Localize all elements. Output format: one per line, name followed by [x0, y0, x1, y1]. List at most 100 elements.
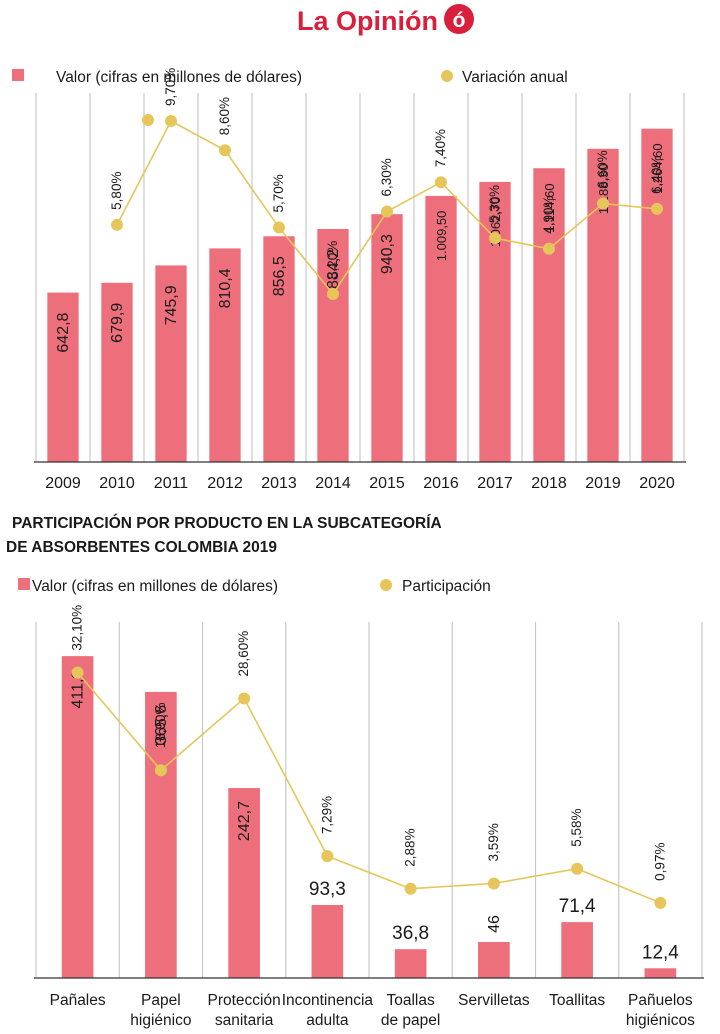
x-tick-label: Pañales — [50, 992, 106, 1009]
bar — [155, 265, 187, 462]
bar-value-label: 242,7 — [236, 801, 253, 841]
point-value-label: 0,97% — [652, 843, 667, 881]
bar — [209, 248, 241, 462]
bar-value-label: 884,2 — [325, 249, 342, 289]
point-value-label: 6,60% — [595, 150, 610, 188]
legend-bar-label: Valor (cifras en millones de dólares) — [32, 578, 278, 595]
bar — [228, 788, 260, 978]
data-point — [651, 202, 663, 215]
legend-line-swatch — [441, 70, 453, 82]
bar-value-label: 1.264,60 — [650, 143, 665, 194]
chart1-variation-points — [111, 114, 663, 301]
bar — [311, 904, 344, 978]
brand-logo: La Opinión ó — [297, 4, 474, 36]
point-value-label: 7,40% — [433, 129, 448, 167]
data-point — [435, 176, 447, 189]
bar — [371, 214, 403, 462]
point-value-label: 4,90% — [541, 196, 556, 234]
svg-text:ó: ó — [453, 9, 466, 32]
point-value-label: 8,60% — [217, 97, 232, 135]
brand-mark-icon: ó — [444, 4, 474, 34]
x-tick-label: 2017 — [477, 475, 513, 492]
point-value-label: 5,58% — [569, 808, 584, 846]
point-value-label: 28,60% — [236, 631, 251, 677]
data-point — [154, 764, 167, 777]
x-tick-label: higiénico — [130, 1012, 191, 1029]
x-tick-label: Papel — [141, 992, 181, 1009]
x-tick-label: 2020 — [639, 475, 675, 492]
x-tick-label: adulta — [306, 1012, 349, 1029]
bar — [479, 181, 511, 462]
x-tick-label: 2013 — [261, 475, 297, 492]
chart1-bar-labels: 642,8 679,9 745,9 810,4 856,5 884,2 940,3 1.009… — [55, 143, 665, 352]
data-point — [165, 114, 177, 127]
x-tick-label: 2009 — [45, 475, 81, 492]
bar — [533, 168, 565, 463]
chart2-x-tick-labels: Pañales Papel higiénico Protección sanitaria… — [50, 992, 695, 1029]
x-tick-label: 2010 — [99, 475, 135, 492]
chart2-gridlines — [35, 622, 703, 978]
bar — [425, 195, 457, 463]
bar — [263, 236, 295, 462]
legend-bar-swatch — [12, 69, 24, 81]
data-point — [71, 666, 84, 679]
bar-value-label: 365,6 — [153, 705, 170, 745]
chart-annual-value: Valor (cifras en millones de dólares) Va… — [12, 68, 686, 492]
bar — [478, 942, 510, 978]
bar-value-label: 642,8 — [55, 312, 72, 352]
x-tick-label: 2011 — [154, 475, 189, 492]
chart2-bars — [61, 656, 677, 978]
x-tick-label: Toallitas — [549, 992, 605, 1009]
x-tick-label: 2018 — [531, 475, 567, 492]
legend-line-swatch — [380, 579, 392, 591]
bar-value-label: 36,8 — [392, 923, 429, 944]
point-value-label: 32,10% — [70, 605, 85, 651]
x-tick-label: 2015 — [369, 475, 405, 492]
data-point — [142, 114, 154, 126]
point-value-label: 3,59% — [486, 823, 501, 861]
bar-value-label: 679,9 — [109, 303, 126, 343]
point-value-label: 5,30% — [487, 185, 502, 223]
chart1-bars — [47, 128, 673, 463]
bar — [61, 656, 94, 978]
bar-value-label: 856,5 — [271, 256, 288, 296]
brand-name: La Opinión — [297, 6, 438, 36]
data-point — [273, 221, 285, 234]
legend-bar-label: Valor (cifras en millones de dólares) — [56, 69, 302, 86]
chart2-share-labels: 32,10% 18,90% 28,60% 7,29% 2,88% 3,59% 5,58% 0,… — [70, 605, 668, 881]
data-point — [571, 862, 584, 875]
x-tick-label: 2019 — [585, 475, 621, 492]
point-value-label: 2,88% — [403, 828, 418, 866]
point-value-label: 18,90% — [153, 702, 168, 748]
chart2-title-line-1: PARTICIPACIÓN POR PRODUCTO EN LA SUBCATE… — [12, 514, 442, 532]
bar — [641, 128, 673, 463]
data-point — [489, 232, 501, 245]
point-value-label: 6,30% — [379, 158, 394, 196]
chart2-legend: Valor (cifras en millones de dólares) Pa… — [18, 578, 491, 595]
legend-bar-swatch — [18, 578, 30, 590]
data-point — [238, 692, 251, 705]
bar-value-label: 810,4 — [217, 268, 234, 308]
point-value-label: 6,40% — [649, 156, 664, 194]
bar — [101, 282, 133, 462]
data-point — [111, 218, 123, 231]
bar-value-label: 46 — [486, 915, 503, 933]
chart1-gridlines — [35, 93, 685, 462]
x-tick-label: higiénicos — [626, 1012, 695, 1029]
chart2-share-points — [71, 666, 667, 909]
x-tick-label: 2012 — [207, 475, 243, 492]
chart-product-share: PARTICIPACIÓN POR PRODUCTO EN LA SUBCATE… — [6, 514, 704, 1029]
x-tick-label: 2016 — [423, 475, 459, 492]
legend-line-label: Variación anual — [462, 69, 568, 86]
chart1-x-tick-labels: 2009 2010 2011 2012 2013 2014 2015 2016 2017 2018… — [45, 475, 675, 492]
chart2-share-line — [77, 672, 661, 904]
x-tick-label: Toallas — [387, 992, 435, 1009]
data-point — [381, 205, 393, 218]
data-point — [654, 896, 667, 909]
bar-value-label: 12,4 — [642, 942, 679, 963]
bar-value-label: 93,3 — [309, 879, 346, 900]
point-value-label: 3,20% — [325, 241, 340, 279]
point-value-label: 5,80% — [109, 172, 124, 210]
bar-value-label: 745,9 — [163, 285, 180, 325]
bar-value-label: 1.114,60 — [542, 183, 557, 233]
